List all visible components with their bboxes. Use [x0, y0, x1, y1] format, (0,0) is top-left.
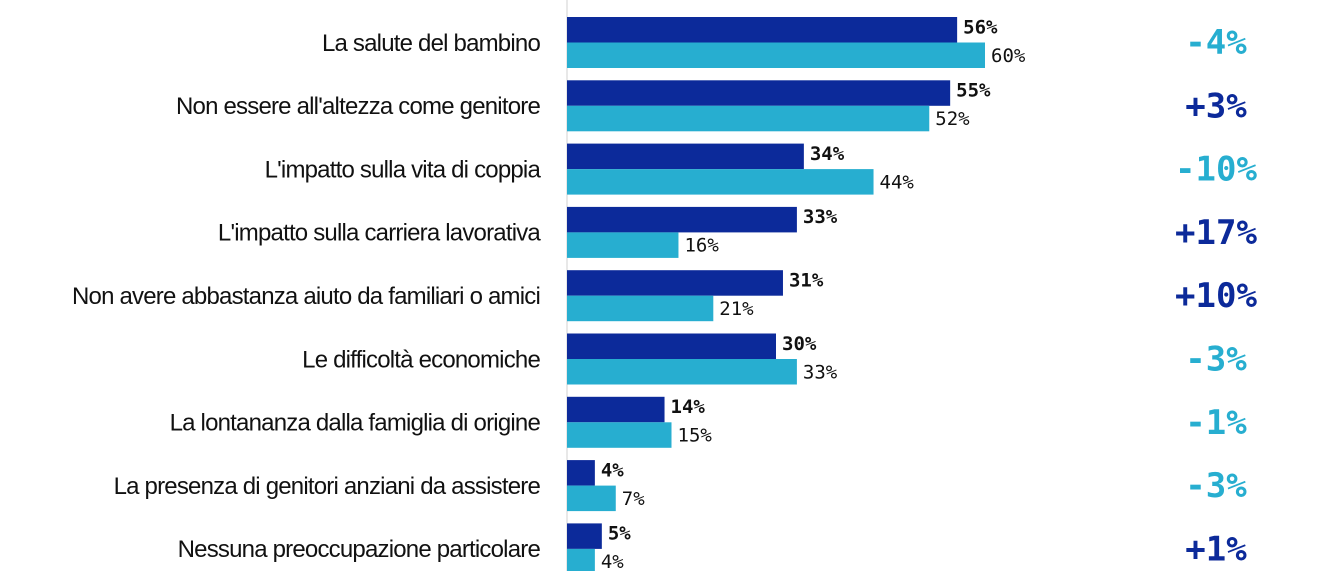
difference-label: +3%	[1185, 86, 1247, 126]
category-label: La salute del bambino	[322, 30, 540, 57]
difference-label: +17%	[1175, 213, 1257, 253]
category-label: La lontananza dalla famiglia di origine	[170, 410, 541, 437]
category-label: L'impatto sulla carriera lavorativa	[218, 220, 542, 247]
value-label: 4%	[601, 459, 624, 481]
value-label: 33%	[803, 361, 838, 383]
difference-label: -4%	[1185, 23, 1247, 63]
bar	[567, 169, 874, 195]
category-label: La presenza di genitori anziani da assis…	[114, 473, 541, 500]
value-label: 60%	[991, 45, 1026, 67]
bar	[567, 295, 714, 322]
bar	[567, 105, 930, 132]
value-label: 52%	[935, 108, 970, 130]
category-label: Non avere abbastanza aiuto da familiari …	[72, 283, 540, 310]
value-label: 44%	[880, 171, 915, 193]
difference-label: +1%	[1185, 529, 1247, 569]
difference-label: -10%	[1175, 150, 1257, 190]
value-label: 15%	[678, 425, 713, 447]
value-label: 16%	[684, 235, 719, 257]
bar	[567, 17, 958, 43]
bar	[567, 143, 804, 170]
category-label: Nessuna preoccupazione particolare	[178, 536, 541, 563]
value-label: 5%	[608, 523, 631, 545]
difference-label: -3%	[1185, 466, 1247, 506]
bar	[567, 359, 797, 385]
bar	[567, 42, 985, 68]
value-label: 4%	[601, 551, 624, 571]
category-label: Non essere all'altezza come genitore	[176, 93, 540, 120]
difference-label: -3%	[1185, 340, 1247, 380]
difference-label: +10%	[1175, 276, 1257, 316]
category-label: Le difficoltà economiche	[302, 346, 540, 373]
value-label: 55%	[956, 80, 991, 102]
value-label: 56%	[963, 16, 998, 38]
value-label: 14%	[671, 396, 706, 418]
category-label: L'impatto sulla vita di coppia	[265, 156, 542, 183]
bar	[567, 548, 595, 571]
value-label: 30%	[782, 333, 817, 355]
value-label: 21%	[719, 298, 754, 320]
bar	[567, 80, 951, 106]
bar	[567, 396, 665, 423]
value-label: 31%	[789, 269, 824, 291]
bar	[567, 422, 672, 448]
bar	[567, 485, 616, 512]
value-label: 33%	[803, 206, 838, 228]
bar	[567, 206, 797, 233]
value-label: 34%	[810, 143, 845, 165]
bar	[567, 333, 776, 359]
difference-label: -1%	[1185, 403, 1247, 443]
bar	[567, 523, 602, 549]
bar	[567, 270, 783, 296]
value-label: 7%	[622, 488, 645, 510]
bar	[567, 460, 595, 486]
bar	[567, 232, 679, 258]
